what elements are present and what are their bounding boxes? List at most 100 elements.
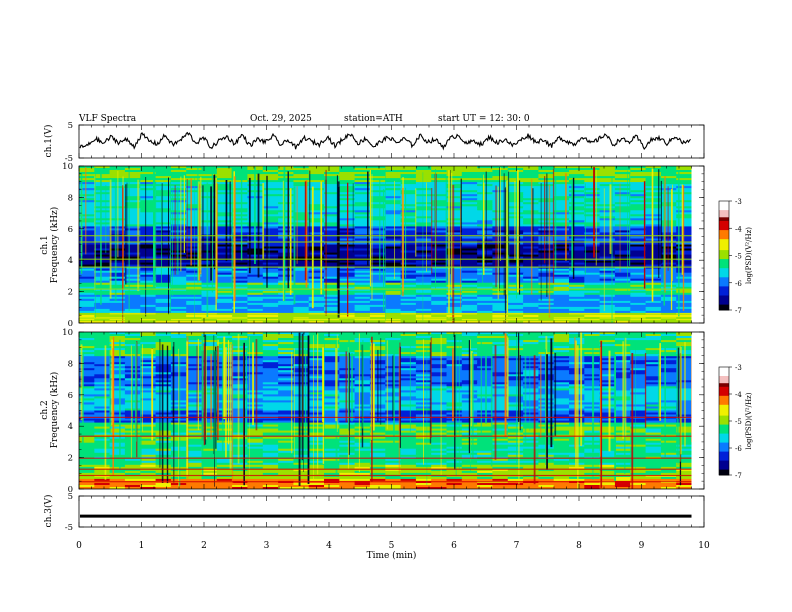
spectrogram-cell — [339, 332, 356, 335]
spectrogram-cell — [461, 286, 478, 290]
sferic-streak — [485, 171, 487, 265]
spectrogram-cell — [523, 306, 539, 310]
spectrogram-cell — [369, 194, 386, 197]
spectrogram-cell — [278, 244, 294, 248]
sferic-streak — [287, 171, 289, 289]
spectrogram-cell — [324, 254, 340, 258]
spectrogram-cell — [584, 232, 601, 235]
spectrogram-cell — [415, 268, 432, 272]
spectrogram-cell — [155, 196, 172, 199]
spectrogram-cell — [278, 200, 294, 203]
spectrogram-cell — [109, 354, 126, 357]
spectrogram-cell — [186, 264, 203, 268]
spectrogram-cell — [140, 180, 157, 183]
spectrogram-cell — [431, 170, 448, 173]
spectrogram-cell — [216, 230, 233, 233]
spectrogram-cell — [584, 212, 601, 215]
spectrogram-cell — [553, 356, 570, 359]
spectrogram-cell — [400, 370, 417, 373]
spectrogram-cell — [569, 284, 585, 288]
spectrogram-cell — [308, 274, 325, 278]
spectrogram-cell — [247, 386, 264, 389]
spectrogram-cell — [645, 276, 662, 280]
spectrogram-cell — [155, 222, 172, 225]
spectrogram-cell — [293, 190, 310, 193]
spectrogram-cell — [461, 196, 478, 199]
sferic-streak — [200, 176, 202, 275]
spectrogram-cell — [645, 288, 662, 292]
spectrogram-cell — [140, 360, 157, 363]
spectrogram-cell — [216, 210, 233, 213]
spectrogram-cell — [293, 354, 310, 357]
spectrogram-cell — [186, 212, 203, 215]
spectrogram-cell — [324, 414, 340, 418]
spectrogram-cell — [415, 392, 432, 395]
spectrogram-cell — [630, 294, 647, 298]
spectrogram-cell — [140, 192, 157, 195]
spectrogram-cell — [614, 302, 631, 306]
spectrogram-cell — [293, 276, 310, 280]
spectrogram-cell — [431, 346, 448, 349]
spectrogram-cell — [186, 296, 203, 300]
spectrogram-cell — [216, 228, 233, 231]
spectrogram-cell — [354, 332, 371, 335]
spectrogram-cell — [584, 196, 601, 199]
spectrogram-cell — [385, 286, 402, 290]
spectrogram-cell — [614, 232, 631, 235]
spectrogram-cell — [599, 306, 616, 310]
spectrogram-cell — [354, 306, 371, 310]
spectrogram-cell — [584, 340, 601, 343]
spectrogram-cell — [216, 232, 233, 235]
spectrogram-cell — [339, 400, 356, 403]
spectrogram-cell — [354, 222, 371, 225]
spectrogram-cell — [324, 208, 340, 211]
spectrogram-cell — [247, 404, 264, 408]
spectrogram-cell — [155, 384, 172, 387]
spectrogram-cell — [262, 256, 279, 260]
spectrogram-cell — [232, 212, 248, 215]
spectrogram-cell — [324, 382, 340, 385]
spectrogram-cell — [247, 266, 264, 270]
spectrogram-cell — [599, 258, 616, 262]
spectrogram-cell — [186, 350, 203, 353]
spectrogram-cell — [94, 170, 111, 173]
spectrogram-cell — [324, 398, 340, 401]
spectrogram-cell — [614, 268, 631, 272]
spectrogram-cell — [308, 296, 325, 300]
spectrogram-cell — [431, 272, 448, 276]
spectrogram-cell — [293, 204, 310, 207]
spectrogram-cell — [278, 182, 294, 185]
spectrogram-cell — [523, 364, 539, 367]
spectrogram-cell — [415, 352, 432, 355]
spectrogram-cell — [354, 236, 371, 239]
spectrogram-cell — [630, 264, 647, 268]
spectrogram-cell — [507, 252, 524, 256]
spectrogram-cell — [507, 228, 524, 231]
spectrogram-cell — [523, 338, 539, 341]
spectrogram-cell — [278, 188, 294, 191]
spectrogram-cell — [538, 224, 555, 227]
spectrogram-cell — [431, 292, 448, 296]
sferic-streak — [663, 181, 665, 306]
spectrogram-cell — [660, 288, 677, 292]
spectrogram-cell — [477, 278, 493, 282]
spectrogram-cell — [477, 212, 493, 215]
spectrogram-cell — [308, 392, 325, 395]
spectrogram-cell — [446, 258, 463, 262]
sferic-streak — [449, 170, 451, 275]
spectrogram-cell — [354, 180, 371, 183]
spectrogram-cell — [124, 290, 141, 294]
spectrogram-cell — [645, 228, 662, 231]
spectrogram-cell — [278, 370, 294, 373]
sferic-streak — [210, 186, 212, 281]
spectrogram-cell — [553, 358, 570, 361]
spectrogram-cell — [645, 372, 662, 375]
spectrogram-cell — [278, 314, 294, 318]
spectrogram-cell — [676, 336, 693, 339]
spectrogram-cell — [232, 184, 248, 187]
spectrogram-cell — [232, 278, 248, 282]
spectrogram-cell — [293, 282, 310, 286]
spectrogram-cell — [216, 236, 233, 239]
spectrogram-cell — [523, 308, 539, 312]
spectrogram-cell — [614, 238, 631, 242]
